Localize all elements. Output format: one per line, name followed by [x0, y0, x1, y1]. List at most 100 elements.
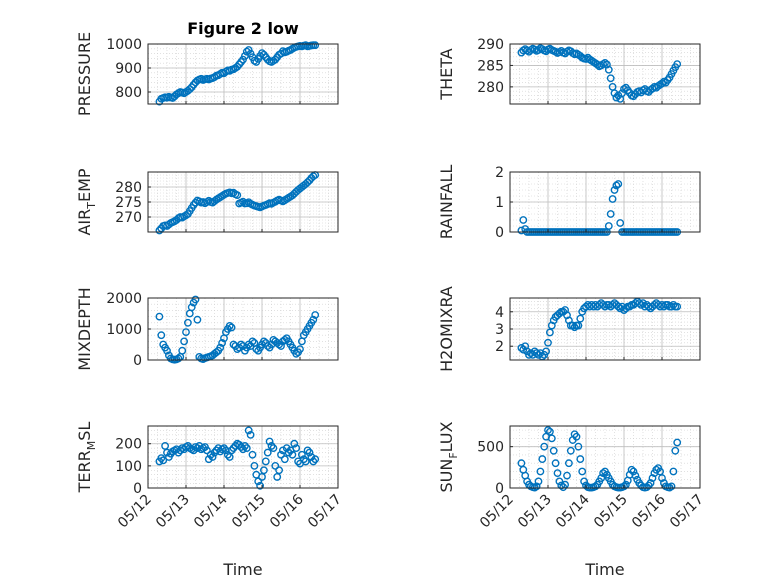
data-point	[610, 89, 619, 98]
y-tick-label: 200	[115, 437, 142, 453]
data-point	[263, 448, 272, 457]
data-point	[532, 482, 541, 491]
data-point	[259, 337, 268, 346]
y-tick-label: 100	[115, 459, 142, 475]
data-point	[663, 300, 672, 309]
data-point	[204, 455, 213, 464]
data-point	[671, 446, 680, 455]
data-point	[229, 444, 238, 453]
data-point	[527, 349, 535, 358]
data-point	[642, 483, 651, 492]
data-point	[155, 312, 164, 321]
data-point	[311, 455, 320, 464]
x-tick-label: 05/12	[477, 492, 517, 532]
data-point	[570, 323, 579, 332]
data-point	[656, 467, 664, 476]
data-point	[303, 178, 312, 187]
data-point	[574, 442, 583, 451]
data-point	[206, 450, 215, 459]
data-point	[631, 471, 640, 480]
y-tick-label: 280	[115, 180, 142, 196]
data-point	[191, 198, 200, 207]
data-point	[620, 482, 628, 491]
data-point	[599, 469, 607, 478]
data-point	[576, 314, 585, 323]
data-point	[250, 461, 259, 470]
data-point	[223, 450, 232, 459]
y-tick-label: 800	[115, 85, 142, 101]
subplot-4: 0 1000 2000 MIXDEPTH	[75, 287, 339, 371]
data-point	[534, 477, 543, 486]
data-point	[551, 459, 560, 468]
data-point	[210, 73, 219, 82]
data-point	[225, 453, 234, 461]
data-point	[202, 446, 211, 455]
chart-title: Figure 2 low	[187, 19, 299, 38]
data-point	[220, 444, 228, 453]
data-point	[252, 345, 261, 354]
axes-box	[147, 425, 339, 489]
data-point	[303, 446, 312, 455]
data-point	[618, 89, 626, 98]
data-point	[212, 348, 221, 357]
data-point	[176, 446, 185, 455]
data-point	[161, 442, 170, 450]
x-tick-label: 05/17	[667, 492, 707, 532]
y-tick-label: 2	[495, 165, 504, 181]
data-point	[578, 467, 587, 476]
data-point	[616, 219, 625, 227]
data-point	[309, 457, 318, 466]
y-tick-label: 290	[477, 37, 504, 53]
x-tick-label: 05/14	[553, 491, 593, 531]
data-point	[565, 459, 573, 468]
data-point	[576, 455, 585, 463]
data-point	[311, 41, 320, 50]
data-point	[237, 340, 246, 349]
x-tick-label: 05/16	[267, 491, 307, 531]
x-tick-label: 05/14	[191, 491, 231, 531]
data-point	[246, 430, 255, 439]
data-point	[540, 442, 549, 451]
data-point	[157, 331, 166, 340]
data-point	[658, 300, 666, 309]
data-point	[280, 335, 289, 344]
data-point	[282, 444, 291, 453]
y-tick-label: 0	[495, 225, 504, 241]
data-point	[288, 450, 297, 459]
data-point	[532, 349, 541, 358]
data-point	[629, 92, 638, 101]
data-point	[622, 304, 630, 313]
axes-box	[509, 425, 701, 489]
data-point	[290, 439, 299, 448]
x-tick-label: 05/13	[153, 492, 193, 532]
data-point	[263, 342, 272, 350]
data-point	[216, 343, 225, 352]
data-point	[275, 466, 283, 475]
axes-box	[147, 43, 339, 105]
data-point	[227, 323, 236, 332]
data-point	[174, 354, 183, 363]
y-tick-label: 275	[115, 195, 142, 211]
data-point	[610, 186, 619, 194]
data-point	[297, 450, 306, 459]
y-tick-label: 3	[495, 322, 504, 338]
y-tick-label: 1000	[106, 37, 142, 53]
data-point	[629, 467, 638, 476]
data-point	[673, 438, 682, 447]
x-tick-label: 05/13	[515, 492, 555, 532]
data-point	[208, 453, 217, 461]
data-point	[296, 345, 304, 354]
data-point	[525, 350, 533, 359]
data-point	[187, 303, 196, 312]
data-point	[191, 295, 200, 304]
data-point	[292, 444, 301, 453]
data-point	[542, 347, 550, 356]
subplot-0: 800 900 1000 PRESSURE Figure 2 low	[75, 19, 339, 116]
data-point	[155, 226, 164, 235]
data-point	[519, 216, 528, 224]
data-point	[277, 450, 285, 459]
data-point	[218, 339, 227, 347]
